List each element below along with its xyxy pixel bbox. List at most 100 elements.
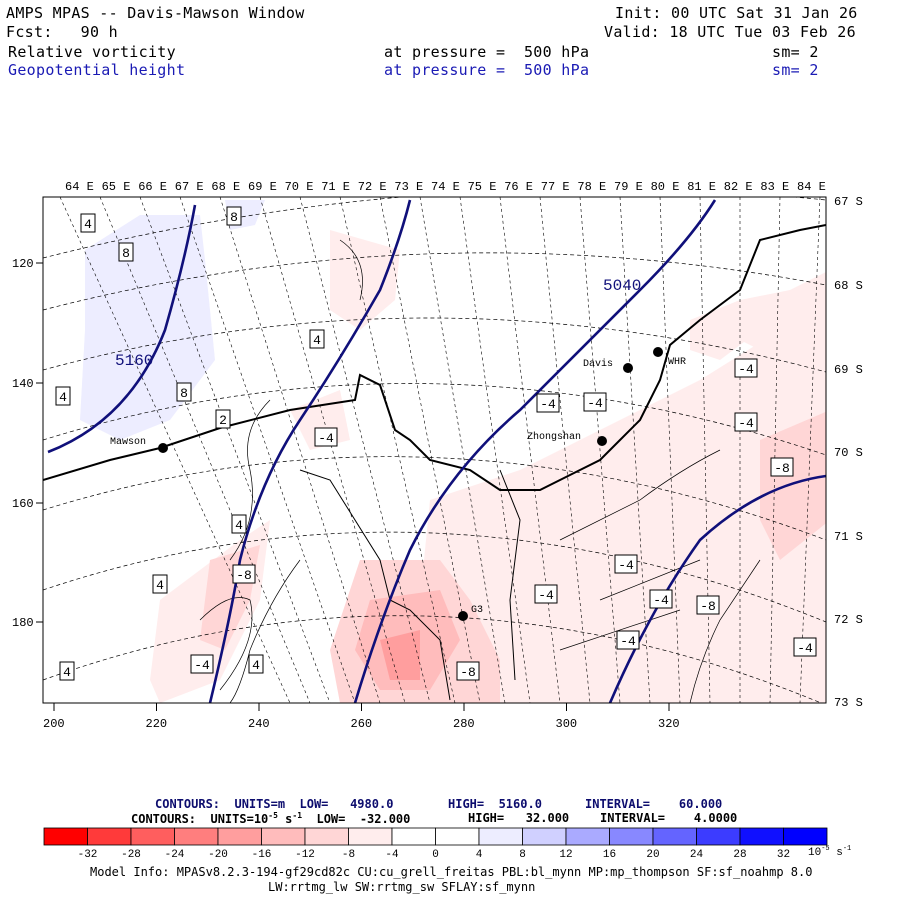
- lon-label: 78 E: [577, 180, 606, 194]
- colorbar-swatch: [565, 827, 610, 846]
- lat-label: 71 S: [834, 530, 863, 544]
- vorticity-label: -8: [236, 568, 252, 583]
- colorbar-tick-label: 28: [733, 849, 746, 861]
- station-label: Davis: [583, 358, 613, 370]
- colorbar-tick-label: -28: [121, 849, 141, 861]
- field2-name: Geopotential height: [8, 61, 186, 79]
- colorbar-tick-label: -24: [165, 849, 185, 861]
- lon-label: 68 E: [211, 180, 240, 194]
- vorticity-label: 4: [156, 578, 164, 593]
- colorbar-tick-label: 32: [777, 849, 790, 861]
- init-time: Init: 00 UTC Sat 31 Jan 26: [615, 4, 858, 22]
- station-label: G3: [471, 605, 483, 616]
- lat-label: 67 S: [834, 195, 863, 209]
- colorbar-swatch: [304, 827, 349, 846]
- colorbar-swatch: [652, 827, 697, 846]
- height-contour-high: HIGH= 5160.0: [448, 797, 542, 811]
- vorticity-label: 8: [180, 386, 188, 401]
- vorticity-label: 4: [84, 217, 92, 232]
- colorbar-swatch: [696, 827, 741, 846]
- field2-pressure: at pressure = 500 hPa: [384, 61, 590, 79]
- vorticity-label: -4: [738, 362, 754, 377]
- station-label: Zhongshan: [527, 431, 581, 443]
- height-contour-label: 5160: [115, 352, 153, 370]
- vorticity-label: 4: [63, 665, 71, 680]
- lat-label: 69 S: [834, 363, 863, 377]
- x-tick-label: 220: [146, 717, 168, 731]
- vort-contour-info: CONTOURS: UNITS=10-5 s-1 LOW= -32.000: [131, 811, 411, 826]
- colorbar-tick-label: -20: [208, 849, 228, 861]
- vorticity-label: -4: [318, 431, 334, 446]
- vorticity-label: -8: [460, 665, 476, 680]
- colorbar-swatch: [391, 827, 436, 846]
- station-marker: [158, 443, 168, 453]
- valid-time: Valid: 18 UTC Tue 03 Feb 26: [604, 23, 856, 41]
- lon-label: 74 E: [431, 180, 460, 194]
- colorbar-unit: 10-5 s-1: [808, 845, 851, 859]
- lon-label: 72 E: [358, 180, 387, 194]
- vorticity-label: 2: [219, 413, 227, 428]
- station-marker: [458, 611, 468, 621]
- colorbar-swatch: [522, 827, 567, 846]
- lon-label: 64 E: [65, 180, 94, 194]
- field1-pressure: at pressure = 500 hPa: [384, 43, 590, 61]
- field1-name: Relative vorticity: [8, 43, 176, 61]
- lat-label: 68 S: [834, 279, 863, 293]
- vort-contour-high: HIGH= 32.000: [468, 811, 570, 825]
- forecast-hour: Fcst: 90 h: [6, 23, 118, 41]
- colorbar-tick-label: 8: [519, 849, 526, 861]
- y-tick-label: 120: [12, 257, 34, 271]
- lon-label: 80 E: [651, 180, 680, 194]
- colorbar-tick-label: 12: [559, 849, 572, 861]
- axis-labels: 64 E 65 E 66 E 67 E 68 E 69 E 70 E 71 E 72 E 73 E…: [12, 180, 863, 731]
- x-tick-label: 320: [658, 717, 680, 731]
- vorticity-label: -4: [538, 588, 554, 603]
- x-tick-label: 240: [248, 717, 270, 731]
- plot-title: AMPS MPAS -- Davis-Mawson Window: [6, 4, 305, 22]
- lon-label: 81 E: [687, 180, 716, 194]
- colorbar-swatch: [174, 827, 219, 846]
- x-tick-label: 300: [556, 717, 578, 731]
- colorbar-tick-label: -4: [385, 849, 399, 861]
- y-tick-label: 180: [12, 616, 34, 630]
- lat-label: 73 S: [834, 696, 863, 710]
- lon-label: 77 E: [541, 180, 570, 194]
- lon-label: 69 E: [248, 180, 277, 194]
- lon-label: 67 E: [175, 180, 204, 194]
- lon-label: 82 E: [724, 180, 753, 194]
- vorticity-label: 4: [252, 658, 260, 673]
- vorticity-label: -4: [653, 593, 669, 608]
- vorticity-label: -4: [620, 634, 636, 649]
- vorticity-shading: [43, 197, 826, 703]
- height-contour-label: 5040: [603, 277, 641, 295]
- vort-contour-interval: INTERVAL= 4.0000: [600, 811, 738, 825]
- colorbar-swatch: [87, 827, 132, 846]
- vorticity-label: 4: [313, 333, 321, 348]
- map-frame: [42, 196, 827, 704]
- colorbar-tick-label: -12: [295, 849, 315, 861]
- colorbar-tick-label: -32: [78, 849, 98, 861]
- vorticity-label: -4: [194, 658, 210, 673]
- lon-label: 66 E: [138, 180, 167, 194]
- vorticity-label: -4: [618, 558, 634, 573]
- lon-label: 71 E: [321, 180, 350, 194]
- colorbar-tick-label: 0: [432, 849, 439, 861]
- height-contour-interval: INTERVAL= 60.000: [585, 797, 723, 811]
- colorbar-swatch: [261, 827, 306, 846]
- field1-sm: sm= 2: [772, 43, 819, 61]
- vorticity-label: -8: [774, 461, 790, 476]
- field2-sm: sm= 2: [772, 61, 819, 79]
- lon-label: 83 E: [760, 180, 789, 194]
- vorticity-label: -8: [700, 599, 716, 614]
- lon-label: 76 E: [504, 180, 533, 194]
- vorticity-label: 8: [122, 246, 130, 261]
- station-marker: [623, 363, 633, 373]
- lat-label: 70 S: [834, 446, 863, 460]
- height-contour-info: CONTOURS: UNITS=m LOW= 4980.0: [155, 797, 394, 811]
- y-tick-label: 160: [12, 497, 34, 511]
- x-tick-label: 200: [43, 717, 65, 731]
- overlay-labels: MawsonDavisWHRZhongshanG3516050404884884…: [55, 206, 817, 681]
- colorbar-tick-label: 24: [690, 849, 704, 861]
- model-info-line2: LW:rrtmg_lw SW:rrtmg_sw SFLAY:sf_mynn: [268, 880, 536, 894]
- lon-label: 73 E: [394, 180, 423, 194]
